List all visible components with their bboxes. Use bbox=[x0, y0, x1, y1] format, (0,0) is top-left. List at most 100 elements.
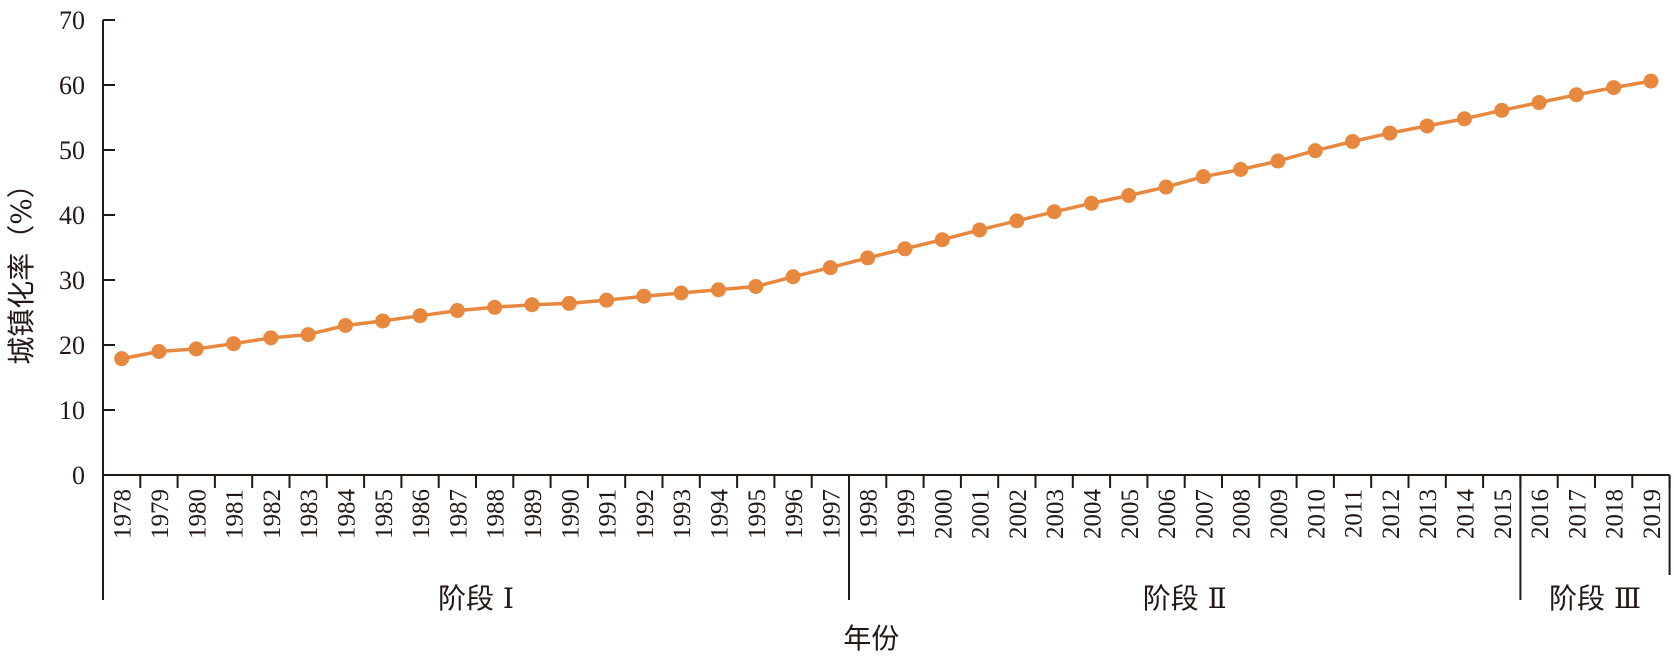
data-point bbox=[1233, 162, 1249, 177]
stage-groups: 阶段 Ⅰ 阶段 Ⅱ 阶段 Ⅲ bbox=[102, 475, 1671, 615]
x-tick-label: 1999 bbox=[893, 489, 920, 539]
x-tick-label: 1982 bbox=[259, 489, 286, 539]
data-point bbox=[300, 327, 316, 343]
x-tick-label: 2009 bbox=[1266, 489, 1293, 539]
x-tick-label: 2015 bbox=[1490, 489, 1517, 539]
x-tick-label: 2003 bbox=[1042, 489, 1069, 539]
x-tick-label: 2002 bbox=[1005, 489, 1032, 539]
y-tick-label: 50 bbox=[59, 136, 85, 165]
x-tick-label: 1981 bbox=[222, 489, 249, 539]
y-tick-label: 40 bbox=[59, 201, 85, 230]
data-point bbox=[1195, 169, 1211, 185]
x-tick-label: 2012 bbox=[1378, 489, 1405, 539]
x-tick-label: 1986 bbox=[408, 489, 435, 539]
stage-label: 阶段 Ⅲ bbox=[1549, 582, 1641, 615]
data-point bbox=[1046, 204, 1062, 220]
data-point bbox=[375, 313, 391, 329]
x-tick-label: 1995 bbox=[744, 489, 771, 539]
data-point bbox=[785, 269, 801, 285]
data-point bbox=[1009, 213, 1025, 229]
data-point bbox=[1345, 134, 1361, 150]
x-tick-label: 1987 bbox=[445, 489, 472, 539]
data-point bbox=[1121, 188, 1137, 203]
data-point bbox=[1382, 125, 1398, 141]
y-tick-label: 10 bbox=[59, 396, 85, 425]
data-point bbox=[710, 282, 726, 298]
data-point bbox=[1083, 195, 1099, 211]
x-tick-label: 2016 bbox=[1527, 489, 1554, 539]
data-series bbox=[114, 73, 1659, 367]
x-tick-label: 2007 bbox=[1191, 489, 1218, 539]
x-tick-label: 2011 bbox=[1341, 489, 1368, 538]
data-point bbox=[114, 351, 130, 367]
data-point bbox=[1158, 179, 1174, 195]
y-axis-title: 城镇化率（%） bbox=[5, 170, 38, 365]
x-tick-label: 2014 bbox=[1452, 489, 1479, 540]
x-tick-label: 1991 bbox=[595, 489, 622, 539]
x-axis-title: 年份 bbox=[843, 622, 899, 655]
data-point bbox=[599, 292, 615, 308]
y-tick-label: 0 bbox=[72, 461, 85, 490]
data-point bbox=[1270, 153, 1286, 169]
x-tick-label: 2017 bbox=[1564, 489, 1591, 539]
data-point bbox=[263, 330, 279, 346]
x-tick-label: 1984 bbox=[333, 489, 360, 540]
x-axis: 1978 1979 1980 1981 1982 1983 1984 1985 1986 1987… bbox=[102, 474, 1671, 540]
x-tick-label: 1996 bbox=[781, 489, 808, 539]
x-tick-label: 1998 bbox=[856, 489, 883, 539]
data-point bbox=[226, 336, 242, 352]
data-point bbox=[1568, 87, 1584, 103]
x-tick-label: 2006 bbox=[1154, 489, 1181, 539]
data-point bbox=[860, 250, 876, 266]
x-tick-label: 1990 bbox=[557, 489, 584, 539]
x-tick-label: 1993 bbox=[669, 489, 696, 539]
data-point bbox=[748, 279, 764, 294]
x-tick-label: 1980 bbox=[184, 489, 211, 539]
data-point bbox=[524, 297, 540, 313]
x-tick-label: 2018 bbox=[1602, 489, 1629, 539]
x-tick-label: 2019 bbox=[1639, 489, 1666, 539]
x-tick-label: 2013 bbox=[1415, 489, 1442, 539]
data-point bbox=[897, 241, 913, 257]
data-point bbox=[487, 299, 503, 315]
data-point bbox=[1456, 111, 1472, 127]
data-point bbox=[934, 232, 950, 248]
x-tick-label: 2004 bbox=[1079, 489, 1106, 540]
data-point bbox=[1307, 143, 1323, 159]
y-tick-label: 30 bbox=[59, 266, 85, 295]
data-point bbox=[972, 222, 988, 238]
data-point bbox=[337, 318, 353, 333]
x-tick-label: 1997 bbox=[818, 489, 845, 539]
data-point bbox=[636, 288, 652, 304]
x-tick-label: 2000 bbox=[930, 489, 957, 539]
x-tick-label: 2005 bbox=[1117, 489, 1144, 539]
y-tick-label: 70 bbox=[59, 6, 85, 35]
x-tick-label: 2010 bbox=[1303, 489, 1330, 539]
x-tick-label: 1994 bbox=[706, 489, 733, 540]
y-axis: 0 10 20 30 40 50 60 70 bbox=[59, 6, 115, 490]
data-point bbox=[673, 285, 689, 301]
x-tick-label: 1988 bbox=[483, 489, 510, 539]
data-point bbox=[1419, 118, 1435, 134]
data-point bbox=[1606, 80, 1622, 96]
data-point bbox=[412, 308, 428, 324]
data-point bbox=[1531, 95, 1547, 111]
x-tick-label: 1979 bbox=[147, 489, 174, 539]
x-tick-label: 1985 bbox=[371, 489, 398, 539]
x-tick-label: 2008 bbox=[1229, 489, 1256, 539]
x-tick-label: 1989 bbox=[520, 489, 547, 539]
data-point bbox=[449, 303, 465, 319]
x-tick-label: 1983 bbox=[296, 489, 323, 539]
x-tick-label: 1978 bbox=[110, 489, 137, 539]
data-point bbox=[561, 295, 577, 311]
data-point bbox=[188, 341, 204, 357]
data-point bbox=[822, 260, 838, 276]
data-point bbox=[151, 344, 167, 359]
stage-label: 阶段 Ⅱ bbox=[1143, 582, 1227, 615]
data-point bbox=[1643, 73, 1659, 89]
x-tick-label: 2001 bbox=[968, 489, 995, 539]
x-tick-label: 1992 bbox=[632, 489, 659, 539]
stage-label: 阶段 Ⅰ bbox=[438, 582, 514, 615]
data-point bbox=[1494, 102, 1510, 118]
